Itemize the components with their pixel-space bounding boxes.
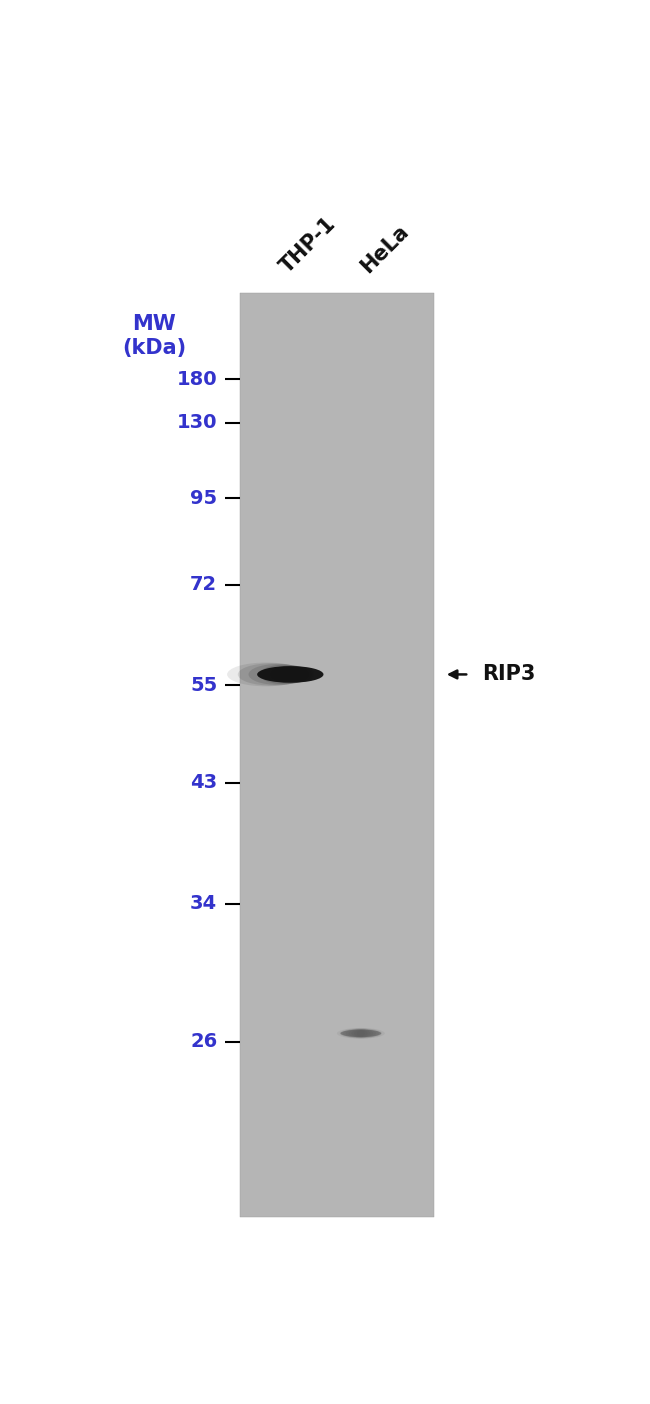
Text: 43: 43 bbox=[190, 774, 217, 792]
Text: RIP3: RIP3 bbox=[482, 664, 535, 684]
Text: 26: 26 bbox=[190, 1032, 217, 1052]
Ellipse shape bbox=[357, 1031, 365, 1036]
Ellipse shape bbox=[343, 1029, 379, 1038]
Ellipse shape bbox=[341, 1029, 381, 1038]
Bar bbox=[240, 293, 434, 1217]
Text: 95: 95 bbox=[190, 489, 217, 508]
Ellipse shape bbox=[227, 663, 305, 687]
Text: 72: 72 bbox=[190, 576, 217, 594]
Ellipse shape bbox=[302, 667, 315, 681]
Ellipse shape bbox=[248, 664, 308, 685]
Ellipse shape bbox=[270, 665, 311, 684]
Text: THP-1: THP-1 bbox=[276, 213, 339, 277]
Ellipse shape bbox=[259, 664, 309, 684]
Text: 34: 34 bbox=[190, 894, 217, 913]
Text: 180: 180 bbox=[177, 369, 217, 389]
Ellipse shape bbox=[281, 665, 312, 682]
Text: HeLa: HeLa bbox=[357, 220, 413, 277]
Ellipse shape bbox=[238, 663, 307, 685]
Ellipse shape bbox=[340, 1028, 382, 1039]
Ellipse shape bbox=[354, 1031, 367, 1036]
Text: 55: 55 bbox=[190, 675, 217, 695]
Ellipse shape bbox=[351, 1029, 370, 1038]
Ellipse shape bbox=[348, 1029, 373, 1038]
Ellipse shape bbox=[257, 665, 324, 682]
Text: MW
(kDa): MW (kDa) bbox=[122, 314, 187, 358]
Text: 130: 130 bbox=[177, 413, 217, 432]
Ellipse shape bbox=[346, 1029, 376, 1038]
Ellipse shape bbox=[291, 667, 313, 682]
